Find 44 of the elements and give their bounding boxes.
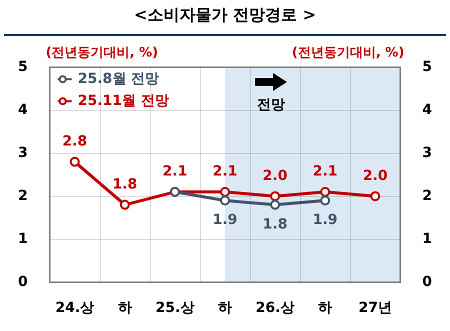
x-tick-label: 25.상 <box>156 300 194 316</box>
annotation: 전망 <box>257 96 285 113</box>
data-label: 2.1 <box>212 164 238 180</box>
data-label: 1.8 <box>262 216 288 232</box>
point <box>220 196 230 206</box>
point <box>320 196 330 206</box>
y2-tick-label: 3 <box>422 144 432 161</box>
point <box>120 200 130 210</box>
y-tick-label: 5 <box>18 58 28 75</box>
y-axis-title: (전년동기대비, %) <box>46 46 158 61</box>
data-label: 2.0 <box>262 168 288 184</box>
x-tick-label: 하 <box>318 300 332 316</box>
point <box>270 200 280 210</box>
y-tick-label: 4 <box>18 102 28 118</box>
y-tick-label: 2 <box>18 188 28 204</box>
x-tick-label: 24.상 <box>55 300 94 316</box>
y-tick-label: 3 <box>18 144 28 161</box>
legend-label: 25.11월 전망 <box>78 92 169 109</box>
data-label: 1.8 <box>112 176 138 192</box>
data-label: 2.0 <box>362 168 388 184</box>
y2-tick-label: 4 <box>422 102 432 118</box>
data-label: 2.1 <box>162 164 188 180</box>
y2-axis-title: (전년동기대비, %) <box>292 46 404 61</box>
x-tick-label: 27년 <box>358 300 392 316</box>
y2-tick-label: 5 <box>422 58 432 75</box>
legend-label: 25.8월 전망 <box>78 70 160 87</box>
x-tick-label: 하 <box>218 300 232 316</box>
chart-title: <소비자물가 전망경로 > <box>134 4 316 24</box>
data-label: 1.9 <box>212 212 238 228</box>
point <box>370 191 380 202</box>
point <box>70 156 80 167</box>
data-label: 2.8 <box>62 133 88 150</box>
y-tick-label: 0 <box>18 274 28 290</box>
data-label: 2.1 <box>312 164 338 180</box>
data-label: 1.9 <box>312 212 338 228</box>
y2-tick-label: 0 <box>422 274 432 290</box>
x-tick-label: 하 <box>118 300 132 316</box>
y-tick-label: 1 <box>18 230 28 247</box>
point <box>270 191 280 202</box>
point <box>220 186 230 197</box>
y2-tick-label: 1 <box>422 230 432 247</box>
y2-tick-label: 2 <box>422 188 432 204</box>
x-tick-label: 26.상 <box>256 300 294 316</box>
point <box>320 186 330 197</box>
